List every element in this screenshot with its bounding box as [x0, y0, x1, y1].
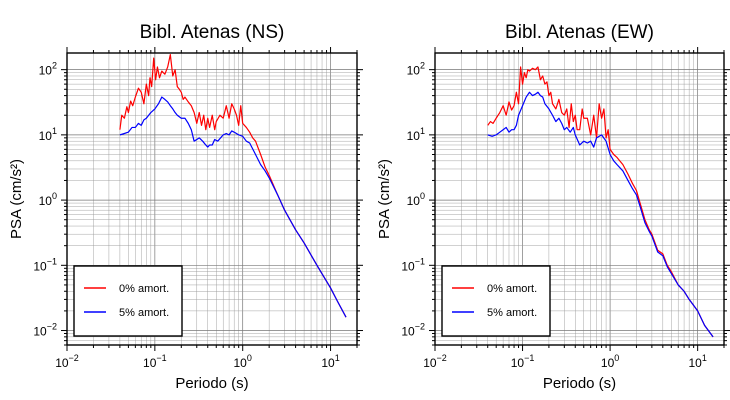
chart-title: Bibl. Atenas (NS): [140, 22, 285, 43]
x-tick-label: 10−1: [511, 353, 535, 370]
y-axis-label: PSA (cm/s²): [8, 159, 25, 239]
grid: [66, 53, 358, 346]
legend-box: [73, 265, 183, 337]
chart-title: Bibl. Atenas (EW): [505, 22, 654, 43]
y-tick-label: 10−2: [33, 322, 57, 339]
y-tick-label: 102: [407, 61, 425, 78]
legend: 0% amort. 5% amort.: [441, 265, 551, 337]
x-tick-label: 100: [234, 353, 252, 370]
x-tick-label: 101: [688, 353, 706, 370]
y-tick-label: 102: [39, 61, 57, 78]
chart-panel-2: 10−2 10−1 100 101 10−2 10−1 100 101 102 Bibl. Ate…: [376, 22, 730, 392]
x-tick-label: 10−2: [423, 353, 447, 370]
y-tick-label: 10−1: [401, 256, 425, 273]
x-axis-label: Periodo (s): [175, 375, 248, 392]
legend-label: 0% amort.: [487, 283, 537, 295]
series-line-red: [487, 66, 714, 338]
y-tick-label: 100: [407, 191, 425, 208]
legend-label: 5% amort.: [119, 307, 169, 319]
y-tick-label: 10−1: [33, 256, 57, 273]
legend-box: [441, 265, 551, 337]
x-tick-label: 100: [601, 353, 619, 370]
series-line-blue: [487, 91, 714, 338]
x-axis-label: Periodo (s): [543, 375, 616, 392]
legend-label: 5% amort.: [487, 307, 537, 319]
x-tick-label: 10−2: [55, 353, 79, 370]
series-line-blue: [119, 96, 347, 318]
y-tick-label: 101: [39, 126, 57, 143]
tick-marks: [61, 47, 363, 351]
legend: 0% amort. 5% amort.: [73, 265, 183, 337]
y-tick-label: 101: [407, 126, 425, 143]
plot-frame: [434, 52, 725, 346]
chart-panel-1: 10−2 10−1 100 101 10−2 10−1 100 101 102 Bibl. Ate…: [8, 22, 363, 392]
x-tick-label: 10−1: [143, 353, 167, 370]
y-tick-label: 10−2: [401, 322, 425, 339]
y-axis-label: PSA (cm/s²): [376, 159, 393, 239]
series-line-red: [119, 54, 347, 318]
plot-frame: [66, 52, 358, 346]
x-tick-label: 101: [321, 353, 339, 370]
legend-label: 0% amort.: [119, 283, 169, 295]
tick-marks: [429, 47, 730, 351]
y-tick-label: 100: [39, 191, 57, 208]
